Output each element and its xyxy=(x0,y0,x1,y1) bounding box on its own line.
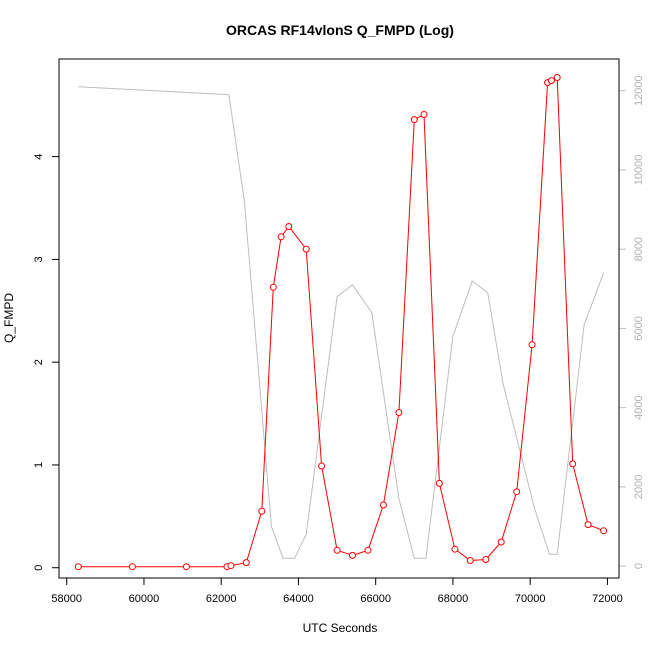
data-point-5 xyxy=(242,559,250,567)
y2-tick-label-6000: 6000 xyxy=(633,316,645,340)
data-point-6 xyxy=(258,507,266,515)
primary-series-line xyxy=(78,76,604,568)
data-point-8 xyxy=(277,233,285,241)
data-point-19 xyxy=(435,479,443,487)
data-point-22 xyxy=(482,556,490,563)
data-point-1 xyxy=(128,563,136,571)
data-point-11 xyxy=(318,462,326,470)
secondary-series-line xyxy=(78,86,605,559)
data-point-17 xyxy=(410,116,418,124)
y-tick-label-1: 1 xyxy=(33,462,45,468)
y2-tick-label-12000: 12000 xyxy=(633,75,645,106)
data-point-25 xyxy=(528,341,536,349)
data-point-27 xyxy=(547,77,555,85)
y-tick-label-4: 4 xyxy=(33,154,45,160)
y2-tick-label-4000: 4000 xyxy=(633,395,645,419)
x-tick-label-68000: 68000 xyxy=(438,593,469,605)
y-axis-label: Q_FMPD xyxy=(2,293,16,343)
data-point-13 xyxy=(349,551,356,559)
data-point-23 xyxy=(497,538,505,546)
data-point-24 xyxy=(513,488,521,496)
x-tick-label-60000: 60000 xyxy=(129,593,160,605)
data-point-29 xyxy=(569,460,577,468)
data-point-30 xyxy=(584,521,592,529)
y-tick-label-3: 3 xyxy=(33,256,45,262)
chart-title: ORCAS RF14vlonS Q_FMPD (Log) xyxy=(226,22,454,38)
data-point-7 xyxy=(269,283,277,291)
x-axis-label: UTC Seconds xyxy=(303,621,378,635)
x-tick-label-66000: 66000 xyxy=(360,593,391,605)
y2-tick-label-8000: 8000 xyxy=(633,237,645,261)
plot-frame xyxy=(58,58,620,579)
x-tick-label-70000: 70000 xyxy=(515,593,546,605)
data-point-20 xyxy=(451,545,459,553)
data-point-15 xyxy=(379,501,387,509)
x-tick-label-58000: 58000 xyxy=(51,593,82,605)
y-tick-label-2: 2 xyxy=(33,359,45,365)
y2-tick-label-10000: 10000 xyxy=(633,155,645,186)
data-point-10 xyxy=(302,245,310,253)
data-point-4 xyxy=(227,562,235,570)
x-tick-label-64000: 64000 xyxy=(283,593,314,605)
x-tick-label-72000: 72000 xyxy=(592,593,623,605)
data-point-16 xyxy=(395,409,403,416)
data-point-21 xyxy=(466,557,474,564)
data-point-0 xyxy=(74,563,82,571)
data-point-12 xyxy=(333,546,341,554)
data-point-18 xyxy=(420,111,428,118)
data-point-14 xyxy=(364,546,372,554)
y-tick-label-0: 0 xyxy=(33,565,45,571)
axes-layer: 58000 60000 62000 64000 66000 68000 70000 72000… xyxy=(33,75,645,605)
x-tick-label-62000: 62000 xyxy=(206,593,237,605)
data-point-9 xyxy=(285,223,293,230)
y2-tick-label-2000: 2000 xyxy=(633,475,645,499)
data-point-31 xyxy=(600,527,608,535)
series-layer xyxy=(74,74,608,571)
data-point-2 xyxy=(182,563,190,571)
y2-tick-label-0: 0 xyxy=(633,563,645,569)
data-point-28 xyxy=(553,74,561,81)
